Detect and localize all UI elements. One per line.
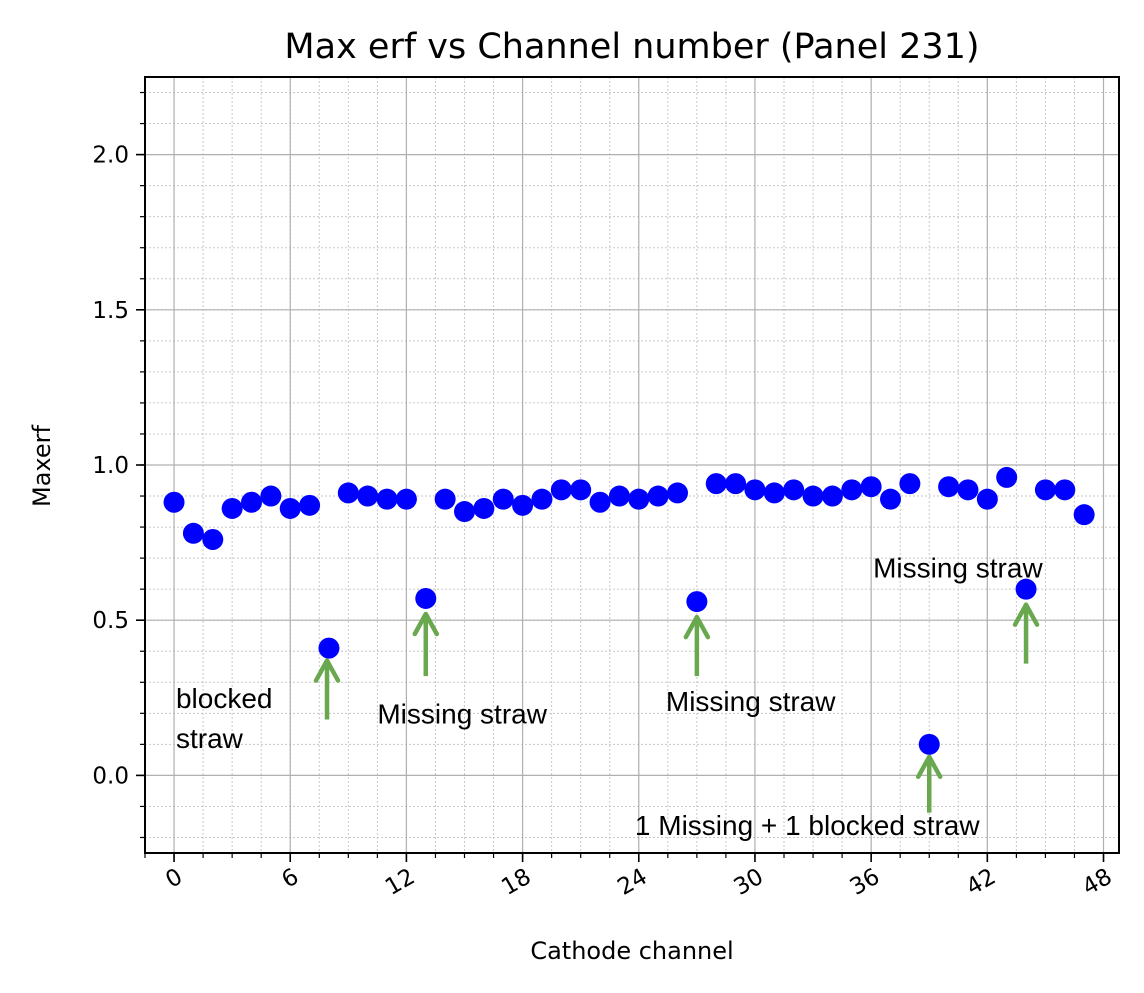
annotation-label: Missing straw xyxy=(377,698,547,729)
data-point xyxy=(182,522,204,544)
major-grid xyxy=(145,77,1119,853)
data-point xyxy=(918,733,940,755)
x-tick-label: 36 xyxy=(846,864,884,901)
data-point xyxy=(725,473,747,495)
y-tick-label: 2.0 xyxy=(92,143,129,169)
annotation-arrowhead xyxy=(313,658,341,683)
data-point xyxy=(531,488,553,510)
data-point xyxy=(202,528,224,550)
data-point xyxy=(860,476,882,498)
data-point xyxy=(841,479,863,501)
annotation-label: 1 Missing + 1 blocked straw xyxy=(635,810,980,841)
data-point xyxy=(415,587,437,609)
tick-labels: 0 6 12 18 24 30 36 42 48 0.0 0.5 1.0 1.5 2.0 xyxy=(92,143,1116,901)
x-tick-label: 12 xyxy=(381,864,419,901)
x-tick-label: 42 xyxy=(962,864,1000,901)
y-tick-label: 0.0 xyxy=(92,763,129,789)
data-point xyxy=(880,488,902,510)
data-point xyxy=(1054,479,1076,501)
annotation-arrowhead xyxy=(1012,602,1040,627)
annotation-arrowhead xyxy=(683,614,711,640)
data-point xyxy=(163,491,185,513)
data-point xyxy=(996,466,1018,488)
data-point xyxy=(1073,504,1095,526)
data-point xyxy=(337,482,359,504)
data-point xyxy=(376,488,398,510)
data-point xyxy=(221,497,243,519)
plot-frame xyxy=(144,76,1120,854)
annotation-arrowhead xyxy=(915,754,943,780)
data-point xyxy=(395,488,417,510)
data-point xyxy=(667,482,689,504)
x-tick-label: 6 xyxy=(278,864,304,894)
annotation-label: Missing straw xyxy=(873,552,1043,583)
data-point xyxy=(783,479,805,501)
data-point xyxy=(705,473,727,495)
data-point xyxy=(512,494,534,516)
data-point xyxy=(454,501,476,523)
data-point xyxy=(976,488,998,510)
data-point xyxy=(647,485,669,507)
data-point xyxy=(744,479,766,501)
data-points xyxy=(163,466,1095,755)
y-tick-label: 0.5 xyxy=(92,608,129,634)
y-tick-label: 1.5 xyxy=(92,298,129,324)
data-point xyxy=(434,488,456,510)
data-point xyxy=(473,497,495,519)
x-axis-label: Cathode channel xyxy=(530,937,733,965)
data-point xyxy=(957,479,979,501)
x-tick-label: 24 xyxy=(613,864,651,901)
data-point xyxy=(899,473,921,495)
data-point xyxy=(570,479,592,501)
data-point xyxy=(686,591,708,613)
data-point xyxy=(550,479,572,501)
data-point xyxy=(299,494,321,516)
annotation-arrowhead xyxy=(412,611,440,637)
data-point xyxy=(763,482,785,504)
data-point xyxy=(802,485,824,507)
annotations: blocked straw Missing straw Missing straw 1 … xyxy=(176,552,1043,841)
annotation-label: blocked xyxy=(176,683,273,714)
data-point xyxy=(492,488,514,510)
x-tick-label: 0 xyxy=(161,864,187,894)
data-point xyxy=(241,491,263,513)
data-point xyxy=(318,637,340,659)
data-point xyxy=(589,491,611,513)
annotation-label: Missing straw xyxy=(666,686,836,717)
data-point xyxy=(279,497,301,519)
annotation-label: straw xyxy=(176,723,244,754)
x-tick-label: 18 xyxy=(497,864,535,901)
data-point xyxy=(938,476,960,498)
data-point xyxy=(1034,479,1056,501)
x-tick-label: 30 xyxy=(730,864,768,901)
chart-title: Max erf vs Channel number (Panel 231) xyxy=(284,27,979,67)
data-point xyxy=(357,485,379,507)
data-point xyxy=(260,485,282,507)
data-point xyxy=(608,485,630,507)
y-axis-label: Maxerf xyxy=(28,424,56,507)
data-point xyxy=(821,485,843,507)
y-tick-label: 1.0 xyxy=(92,453,129,479)
data-point xyxy=(628,488,650,510)
x-tick-label: 48 xyxy=(1078,864,1116,901)
data-point xyxy=(1015,578,1037,600)
